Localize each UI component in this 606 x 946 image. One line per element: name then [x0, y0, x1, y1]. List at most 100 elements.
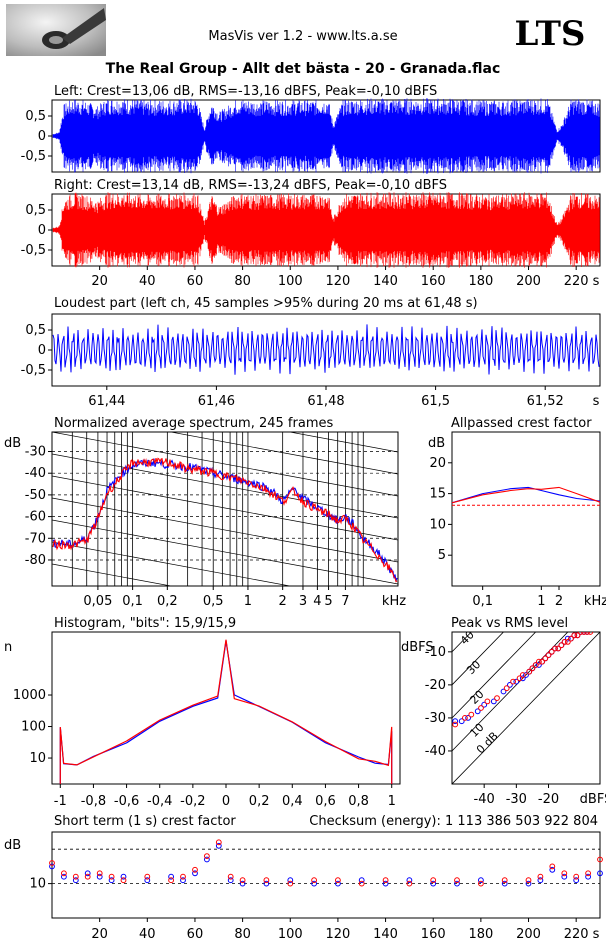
short-term-point-left — [204, 856, 210, 863]
allpassed-crest-title: Allpassed crest factor — [451, 416, 592, 431]
right-waveform-xtick-label: 40 — [139, 274, 156, 289]
short-term-xunit-label: s — [593, 927, 600, 942]
peak-rms-point-left — [500, 688, 507, 695]
spectrum-slope-line — [287, 432, 398, 453]
peak-rms-xtick-label: -40 — [474, 792, 495, 807]
crest-frame — [451, 431, 601, 587]
short-term-point-left — [72, 877, 79, 884]
peak-rms-diagonal-label: 40 — [458, 628, 477, 647]
peak-rms-point-right — [532, 662, 539, 668]
short-term-point-left — [561, 873, 568, 880]
peak-rms-point-right — [510, 678, 516, 685]
short-term-point-right — [49, 860, 55, 866]
peak-rms-point-right — [584, 632, 590, 635]
peak-rms-title: Peak vs RMS level — [451, 616, 568, 631]
short-term-xtick-label: 220 — [564, 927, 589, 942]
short-term-point-right — [239, 877, 246, 884]
peak-rms-point-left — [513, 678, 520, 685]
spectrum-frame — [51, 431, 399, 587]
histogram-xtick-label: -0,8 — [81, 794, 106, 809]
loudest-part-xunit-label: s — [593, 394, 600, 409]
short-term-point-right — [120, 877, 127, 884]
right-waveform-xunit-label: s — [593, 274, 600, 289]
histogram-xtick-label: -0,6 — [114, 794, 139, 809]
short-term-point-right — [227, 873, 234, 880]
peak-rms-xunit-label: dBFS — [580, 792, 606, 807]
spectrum-slope-line — [52, 541, 292, 586]
peak-rms-point-right — [561, 639, 568, 645]
peak-rms-point-left — [507, 682, 513, 688]
spectrum-title: Normalized average spectrum, 245 frames — [54, 416, 333, 431]
short-term-point-left — [537, 877, 544, 884]
peak-rms-point-left — [465, 715, 472, 721]
short-term-ylabel: dB — [4, 838, 21, 853]
peak-rms-point-left — [536, 662, 542, 668]
short-term-point-right — [561, 870, 568, 877]
histogram-xtick-label: 0,4 — [282, 794, 303, 809]
short-term-point-left — [215, 842, 222, 849]
peak-rms-point-right — [503, 685, 510, 692]
histogram-ytick-label: 10 — [29, 751, 46, 766]
short-term-point-left — [549, 866, 556, 873]
short-term-point-left — [168, 873, 175, 880]
short-term-point-right — [525, 877, 532, 884]
peak-rms-frame — [451, 631, 601, 785]
spectrum-xtick-label: 0,2 — [157, 594, 178, 609]
histogram-xtick-label: 0,2 — [249, 794, 270, 809]
spectrum-slope-line — [52, 519, 398, 585]
spectrum-slope-line — [52, 432, 398, 497]
short-term-point-left — [406, 877, 413, 884]
histogram-xtick-label: 0,6 — [315, 794, 336, 809]
histogram-ylabel: n — [4, 640, 12, 655]
spectrum-xtick-label: 7 — [341, 594, 349, 609]
peak-rms-point-left — [564, 635, 571, 642]
peak-rms-point-left — [458, 718, 465, 725]
spectrum-grid — [52, 432, 398, 760]
right-waveform-xtick-label: 60 — [187, 274, 204, 289]
peak-rms-point-left — [474, 708, 481, 715]
right-waveform-signal — [52, 192, 600, 268]
histogram-xtick-label: 0 — [222, 794, 230, 809]
track-title: The Real Group - Allt det bästa - 20 - G… — [106, 61, 501, 77]
peak-rms-point-left — [519, 675, 526, 682]
short-term-point-right — [192, 866, 198, 873]
short-term-point-left — [84, 870, 91, 877]
crest-ytick-label: 20 — [429, 456, 446, 471]
peak-rms-point-right — [542, 655, 549, 662]
loudest-part-xtick-label: 61,46 — [198, 394, 235, 409]
spectrum-xtick-label: 2 — [279, 594, 287, 609]
loudest-part-ytick-label: -0,5 — [21, 363, 46, 378]
right-waveform-xtick-label: 100 — [278, 274, 303, 289]
loudest-part-xtick-label: 61,52 — [527, 394, 564, 409]
short-term-point-right — [144, 873, 151, 880]
peak-rms-point-right — [564, 639, 571, 645]
crest-ytick-label: 5 — [438, 548, 446, 563]
lts-logo: LTS — [515, 14, 586, 54]
short-term-xtick-label: 20 — [91, 927, 108, 942]
right-waveform-ytick-label: -0,5 — [21, 243, 46, 258]
short-term-point-right — [168, 877, 175, 884]
left-waveform-ytick-label: 0 — [38, 129, 46, 144]
histogram-ytick-label: 1000 — [13, 688, 46, 703]
peak-rms-point-right — [545, 652, 552, 658]
spectrum-slope-line — [52, 696, 398, 760]
histogram-title: Histogram, "bits": 15,9/15,9 — [54, 616, 236, 631]
crest-right-line — [451, 486, 601, 504]
loudest-part-xtick-label: 61,5 — [421, 394, 450, 409]
short-term-point-left — [180, 877, 186, 884]
crest-xtick-label: 2 — [555, 594, 563, 609]
peak-rms-point-right — [526, 668, 533, 675]
short-term-point-left — [382, 880, 389, 887]
short-term-point-left — [430, 880, 437, 887]
short-term-point-right — [549, 863, 556, 870]
histogram-frame — [51, 631, 401, 785]
short-term-xtick-label: 60 — [187, 927, 204, 942]
short-term-point-right — [597, 856, 603, 863]
short-term-point-right — [501, 877, 508, 884]
peak-rms-point-right — [577, 632, 584, 635]
short-term-point-right — [61, 870, 67, 877]
right-waveform-xtick-label: 140 — [373, 274, 398, 289]
right-waveform-xtick-label: 200 — [516, 274, 541, 289]
spectrum-xtick-label: 4 — [313, 594, 321, 609]
short-term-point-right — [478, 880, 484, 887]
